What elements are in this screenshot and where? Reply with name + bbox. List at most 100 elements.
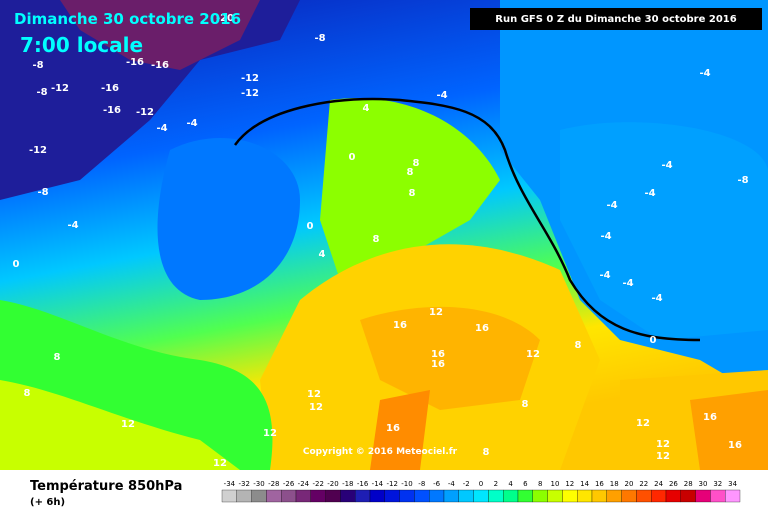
contour-label: -20 xyxy=(216,13,234,24)
contour-label: 16 xyxy=(431,349,445,360)
contour-label: -8 xyxy=(37,187,48,198)
scale-label: -30 xyxy=(253,480,264,488)
contour-label: 8 xyxy=(483,447,490,458)
scale-cell xyxy=(429,489,445,503)
scale-cell xyxy=(577,489,593,503)
scale-label: -34 xyxy=(224,480,236,488)
scale-label: -8 xyxy=(418,480,425,488)
scale-cell xyxy=(473,489,489,503)
contour-label: -12 xyxy=(241,88,259,99)
contour-label: 12 xyxy=(263,428,277,439)
contour-label: -8 xyxy=(36,87,47,98)
scale-cell xyxy=(665,489,681,503)
scale-label: 6 xyxy=(523,480,528,488)
scale-cell xyxy=(680,489,696,503)
contour-label: -16 xyxy=(126,57,144,68)
scale-cell xyxy=(399,489,415,503)
contour-label: 4 xyxy=(363,103,370,114)
scale-label: -24 xyxy=(298,480,310,488)
contour-label: -4 xyxy=(600,231,611,242)
scale-label: 26 xyxy=(669,480,678,488)
scale-label: -10 xyxy=(401,480,412,488)
contour-label: -4 xyxy=(644,188,655,199)
scale-label: 4 xyxy=(508,480,513,488)
contour-label: -4 xyxy=(699,68,710,79)
contour-label: 12 xyxy=(213,458,227,469)
scale-cell xyxy=(281,489,297,503)
scale-cell xyxy=(236,489,252,503)
contour-label: -4 xyxy=(67,220,78,231)
scale-cell xyxy=(562,489,578,503)
scale-cell xyxy=(517,489,533,503)
scale-cell xyxy=(369,489,385,503)
scale-label: 24 xyxy=(654,480,663,488)
contour-label: -4 xyxy=(651,293,662,304)
scale-cell xyxy=(443,489,459,503)
scale-label: 10 xyxy=(551,480,560,488)
contour-label: 16 xyxy=(728,440,742,451)
run-text: Run GFS 0 Z du Dimanche 30 octobre 2016 xyxy=(495,14,736,25)
contour-label: 8 xyxy=(24,388,31,399)
copyright: Copyright © 2016 Meteociel.fr xyxy=(303,447,458,457)
scale-cell xyxy=(725,489,741,503)
contour-label: 0 xyxy=(307,221,314,232)
scale-label: -4 xyxy=(448,480,456,488)
scale-cell xyxy=(458,489,474,503)
contour-label: -16 xyxy=(151,60,169,71)
contour-label: 12 xyxy=(656,439,670,450)
scale-cell xyxy=(695,489,711,503)
contour-label: -12 xyxy=(241,73,259,84)
scale-cell xyxy=(503,489,519,503)
time: 7:00 locale xyxy=(20,33,143,57)
scale-cell xyxy=(310,489,326,503)
contour-label: 8 xyxy=(407,167,414,178)
zero-isotherm xyxy=(233,97,701,342)
scale-label: 30 xyxy=(699,480,708,488)
scale-label: -12 xyxy=(386,480,397,488)
scale-label: -2 xyxy=(463,480,470,488)
contour-label: 12 xyxy=(526,349,540,360)
scale-cell xyxy=(651,489,667,503)
scale-cell xyxy=(414,489,430,503)
scale-label: -22 xyxy=(312,480,323,488)
scale-cell xyxy=(295,489,311,503)
scale-label: 0 xyxy=(479,480,483,488)
scale-cell xyxy=(221,489,237,503)
scale-cell xyxy=(251,489,267,503)
date: Dimanche 30 octobre 2016 xyxy=(14,10,241,28)
scale-label: 18 xyxy=(610,480,619,488)
contour-label: 4 xyxy=(319,249,326,260)
scale-label: -28 xyxy=(268,480,279,488)
scale-cell xyxy=(606,489,622,503)
scale-label: -18 xyxy=(342,480,353,488)
contour-label: 16 xyxy=(431,359,445,370)
scale-cell xyxy=(591,489,607,503)
contour-label: -12 xyxy=(136,107,154,118)
contour-label: -16 xyxy=(101,83,119,94)
scale-label: -20 xyxy=(327,480,338,488)
map-field xyxy=(0,0,768,470)
legend-subtitle: (+ 6h) xyxy=(30,497,65,508)
contour-label: -8 xyxy=(737,175,748,186)
scale-label: -6 xyxy=(433,480,441,488)
scale-label: 34 xyxy=(728,480,737,488)
contour-label: 16 xyxy=(393,320,407,331)
contour-label: -4 xyxy=(622,278,633,289)
contour-label: 12 xyxy=(121,419,135,430)
contour-label: -4 xyxy=(186,118,197,129)
contour-label: -12 xyxy=(51,83,69,94)
scale-cell xyxy=(547,489,563,503)
scale-cell xyxy=(621,489,637,503)
contour-label: 8 xyxy=(373,234,380,245)
contour-label: -4 xyxy=(436,90,447,101)
scale-cell xyxy=(488,489,504,503)
contour-label: 8 xyxy=(522,399,529,410)
scale-label: 14 xyxy=(580,480,589,488)
contour-label: 0 xyxy=(650,335,657,346)
legend-title: Température 850hPa xyxy=(30,479,182,494)
contour-label: 16 xyxy=(386,423,400,434)
contour-label: -4 xyxy=(156,123,167,134)
contour-label: 8 xyxy=(575,340,582,351)
